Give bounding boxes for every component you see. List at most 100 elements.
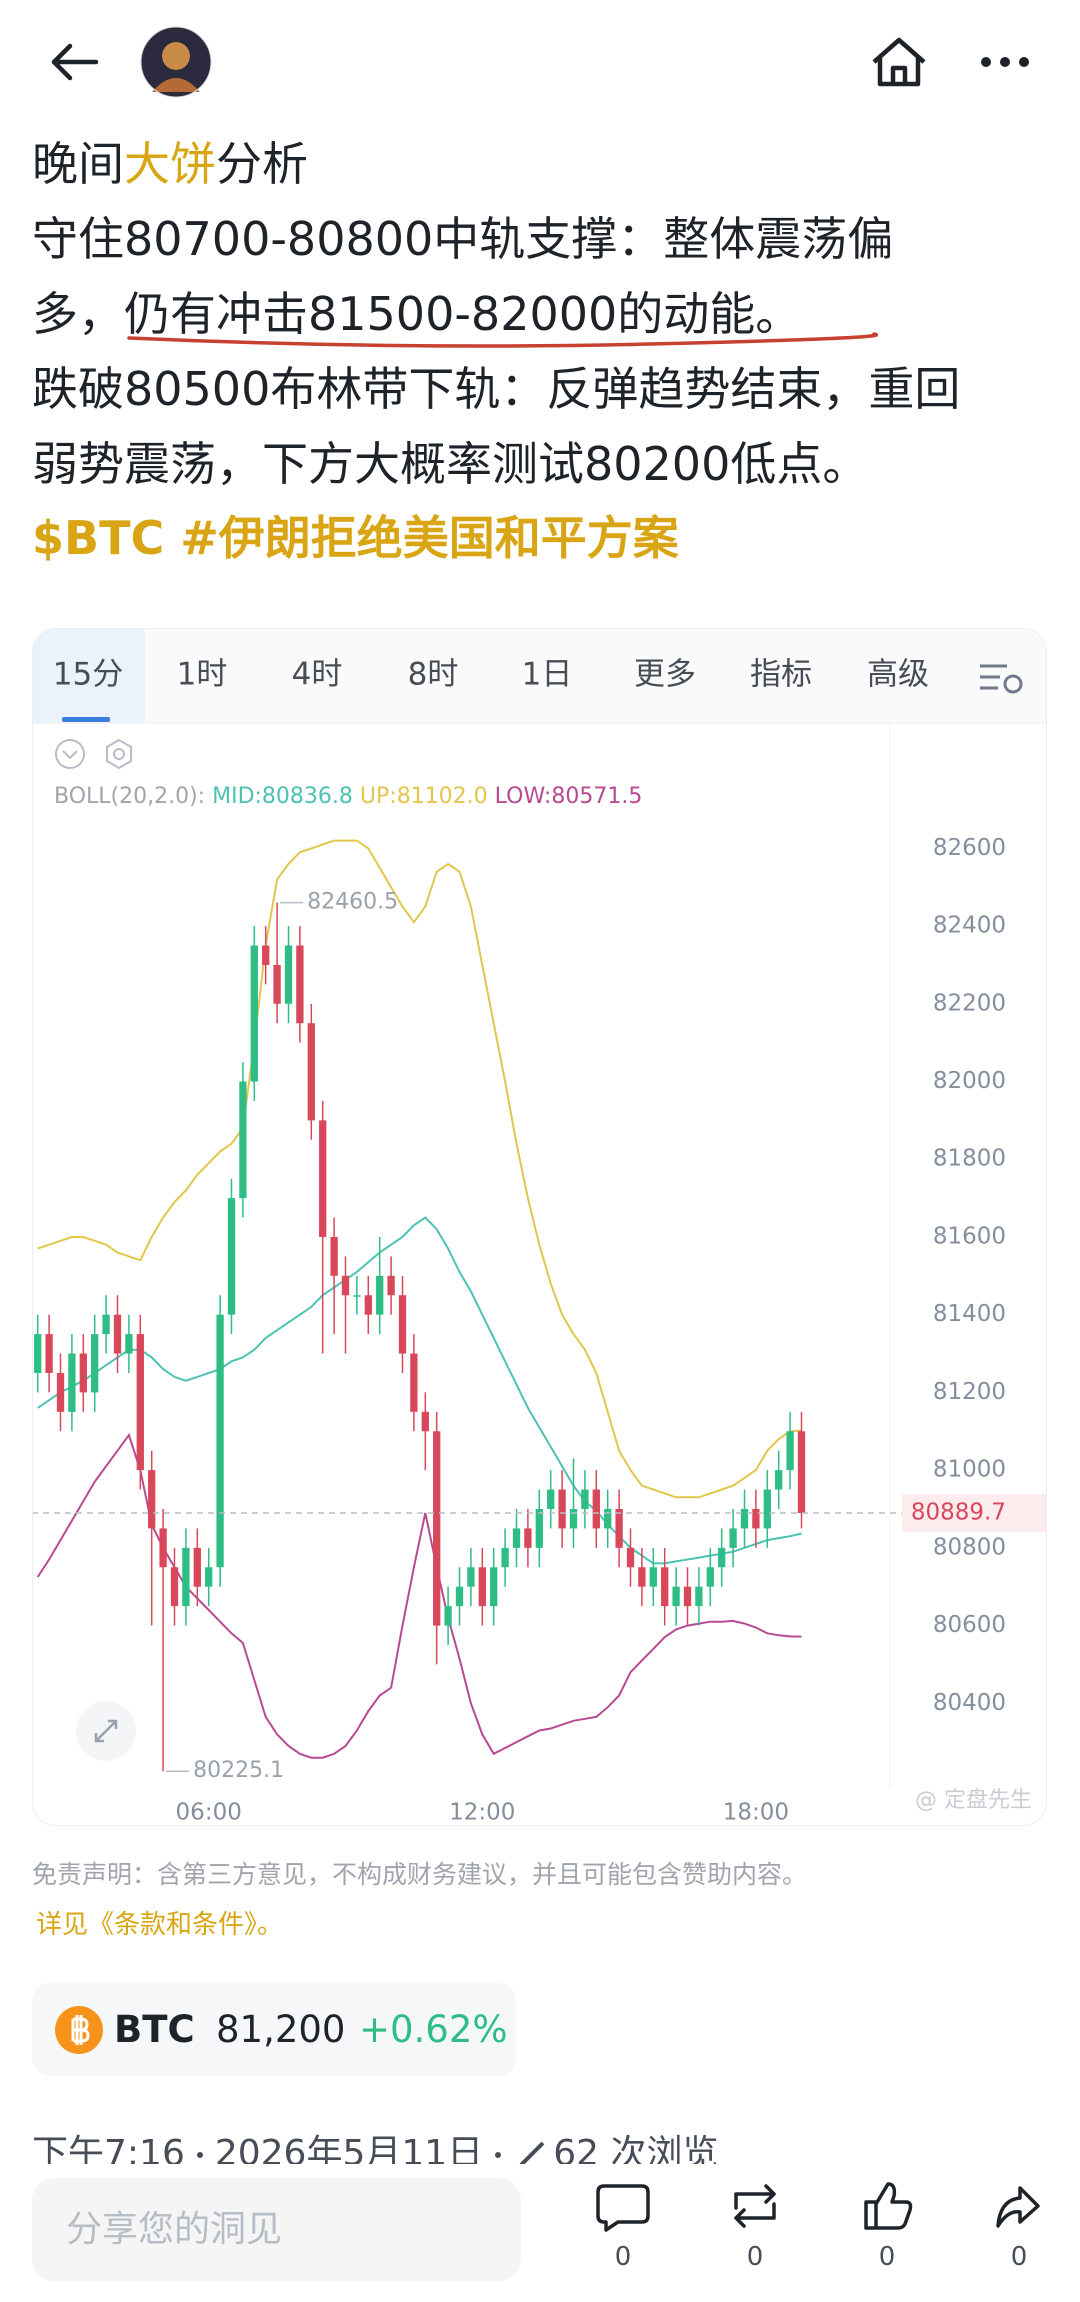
candle-body	[661, 1567, 669, 1607]
candle-body	[535, 1508, 543, 1548]
input-placeholder: 分享您的洞见	[66, 2209, 283, 2250]
legend-entry: LOW:80571.5	[495, 784, 643, 809]
legend-entry: UP:81102.0	[360, 784, 488, 809]
chart-tab[interactable]: 1时	[177, 657, 228, 693]
candle-body	[307, 1023, 315, 1121]
candle-body	[718, 1547, 726, 1568]
avatar[interactable]	[140, 26, 212, 98]
y-tick-label: 82200	[933, 990, 1006, 1016]
back-button[interactable]	[51, 43, 99, 81]
candle-body	[284, 945, 293, 1004]
candle-body	[341, 1275, 350, 1296]
candle-body	[148, 1470, 156, 1529]
repost-button[interactable]	[734, 2184, 776, 2228]
like-button[interactable]	[864, 2182, 913, 2230]
candle-body	[193, 1547, 201, 1587]
y-tick-label: 81800	[933, 1146, 1006, 1172]
tab-bar	[33, 629, 1046, 723]
home-button[interactable]	[872, 37, 926, 87]
disclaimer: 免责声明：含第三方意见，不构成财务建议，并且可能包含赞助内容。	[32, 1860, 808, 1889]
candle-body	[626, 1547, 635, 1568]
chart: 15分 1时 4时 8时 1日 更多 指标 高级 BOLL(20,2.0): MID:8083…	[33, 629, 1046, 1826]
ticker-symbol: BTC	[114, 2008, 195, 2051]
candle-body	[695, 1586, 703, 1607]
action-icons	[596, 2182, 1040, 2232]
candle-body	[444, 1606, 452, 1626]
candle-body	[102, 1314, 110, 1335]
candle-body	[125, 1334, 133, 1354]
candle-body	[786, 1431, 794, 1471]
candle-body	[398, 1295, 407, 1354]
comment-input[interactable]: 分享您的洞见	[32, 2178, 521, 2281]
post-line: 跌破80500布林带下轨：反弹趋势结束，重回	[32, 362, 961, 416]
candle-body	[68, 1353, 76, 1412]
candle-body	[763, 1489, 771, 1529]
candle-body	[170, 1567, 179, 1607]
post-text: 多，	[32, 287, 124, 341]
candle-body	[239, 1081, 247, 1199]
more-button[interactable]	[981, 57, 1029, 67]
last-price-box	[902, 1493, 1046, 1532]
comment-count: 0	[614, 2242, 632, 2272]
chart-tab[interactable]: 更多	[634, 657, 696, 693]
separator	[196, 2152, 203, 2158]
candle-body	[729, 1528, 737, 1548]
candle-body	[433, 1431, 441, 1626]
ticker-change: +0.62%	[359, 2008, 508, 2051]
expand-button[interactable]	[76, 1701, 136, 1761]
candle-body	[353, 1295, 361, 1297]
candle-body	[182, 1547, 190, 1607]
chart-tab[interactable]: 指标	[750, 657, 812, 693]
bottom-bar: 分享您的洞见 0 0 0 0	[0, 2164, 1080, 2302]
chart-tab[interactable]: 4时	[292, 657, 343, 693]
chart-tab[interactable]: 1日	[522, 657, 573, 693]
indicator-legend: BOLL(20,2.0): MID:80836.8 UP:81102.0 LOW…	[54, 784, 642, 809]
share-button[interactable]	[996, 2186, 1040, 2228]
y-tick-label: 82000	[933, 1068, 1006, 1094]
y-tick-label: 82400	[933, 913, 1006, 939]
candle-body	[45, 1334, 53, 1373]
y-tick-label: 81200	[933, 1379, 1006, 1405]
last-price-label: 80889.7	[911, 1499, 1006, 1525]
top-bar	[51, 26, 1029, 98]
extreme-label: 80225.1	[193, 1758, 284, 1783]
candle-body	[775, 1470, 783, 1490]
y-tick-label: 80600	[933, 1612, 1006, 1638]
candle-body	[638, 1567, 646, 1587]
chart-tab[interactable]: 8时	[408, 657, 459, 693]
chart-settings-button[interactable]	[980, 664, 1023, 694]
candle-body	[501, 1547, 509, 1568]
indicator-name: BOLL(20,2.0):	[54, 784, 205, 809]
y-tick-label: 81400	[933, 1301, 1006, 1327]
post-highlight: 大饼	[124, 137, 216, 191]
extreme-label: 82460.5	[307, 890, 398, 915]
candle-body	[410, 1353, 418, 1412]
candle-body	[558, 1489, 566, 1529]
candle-body	[524, 1528, 532, 1548]
candle-body	[604, 1508, 612, 1529]
candle-body	[273, 964, 281, 1004]
y-tick-label: 80800	[933, 1534, 1006, 1560]
candle-body	[205, 1567, 213, 1587]
watermark: @ 定盘先生	[915, 1788, 1032, 1813]
comment-button[interactable]	[596, 2184, 650, 2232]
indicator-toggle[interactable]	[55, 738, 132, 770]
chart-tab[interactable]: 高级	[867, 657, 929, 693]
candle-body	[490, 1567, 498, 1607]
post-tags[interactable]: $BTC #伊朗拒绝美国和平方案	[32, 511, 679, 565]
candle-body	[569, 1508, 578, 1529]
candle-body	[797, 1431, 806, 1513]
candle-body	[56, 1372, 65, 1412]
chart-tab[interactable]: 15分	[53, 657, 123, 693]
candle-body	[421, 1411, 429, 1432]
candle-body	[649, 1567, 657, 1587]
views-icon	[495, 2141, 545, 2167]
candle-body	[91, 1334, 99, 1393]
candle-body	[79, 1353, 87, 1393]
repost-count: 0	[746, 2242, 764, 2272]
x-tick-label: 12:00	[449, 1800, 515, 1826]
terms-link[interactable]: 详见《条款和条件》。	[36, 1910, 284, 1940]
ticker-pill[interactable]: BTC 81,200 +0.62%	[32, 1983, 516, 2076]
candle-body	[227, 1198, 236, 1315]
